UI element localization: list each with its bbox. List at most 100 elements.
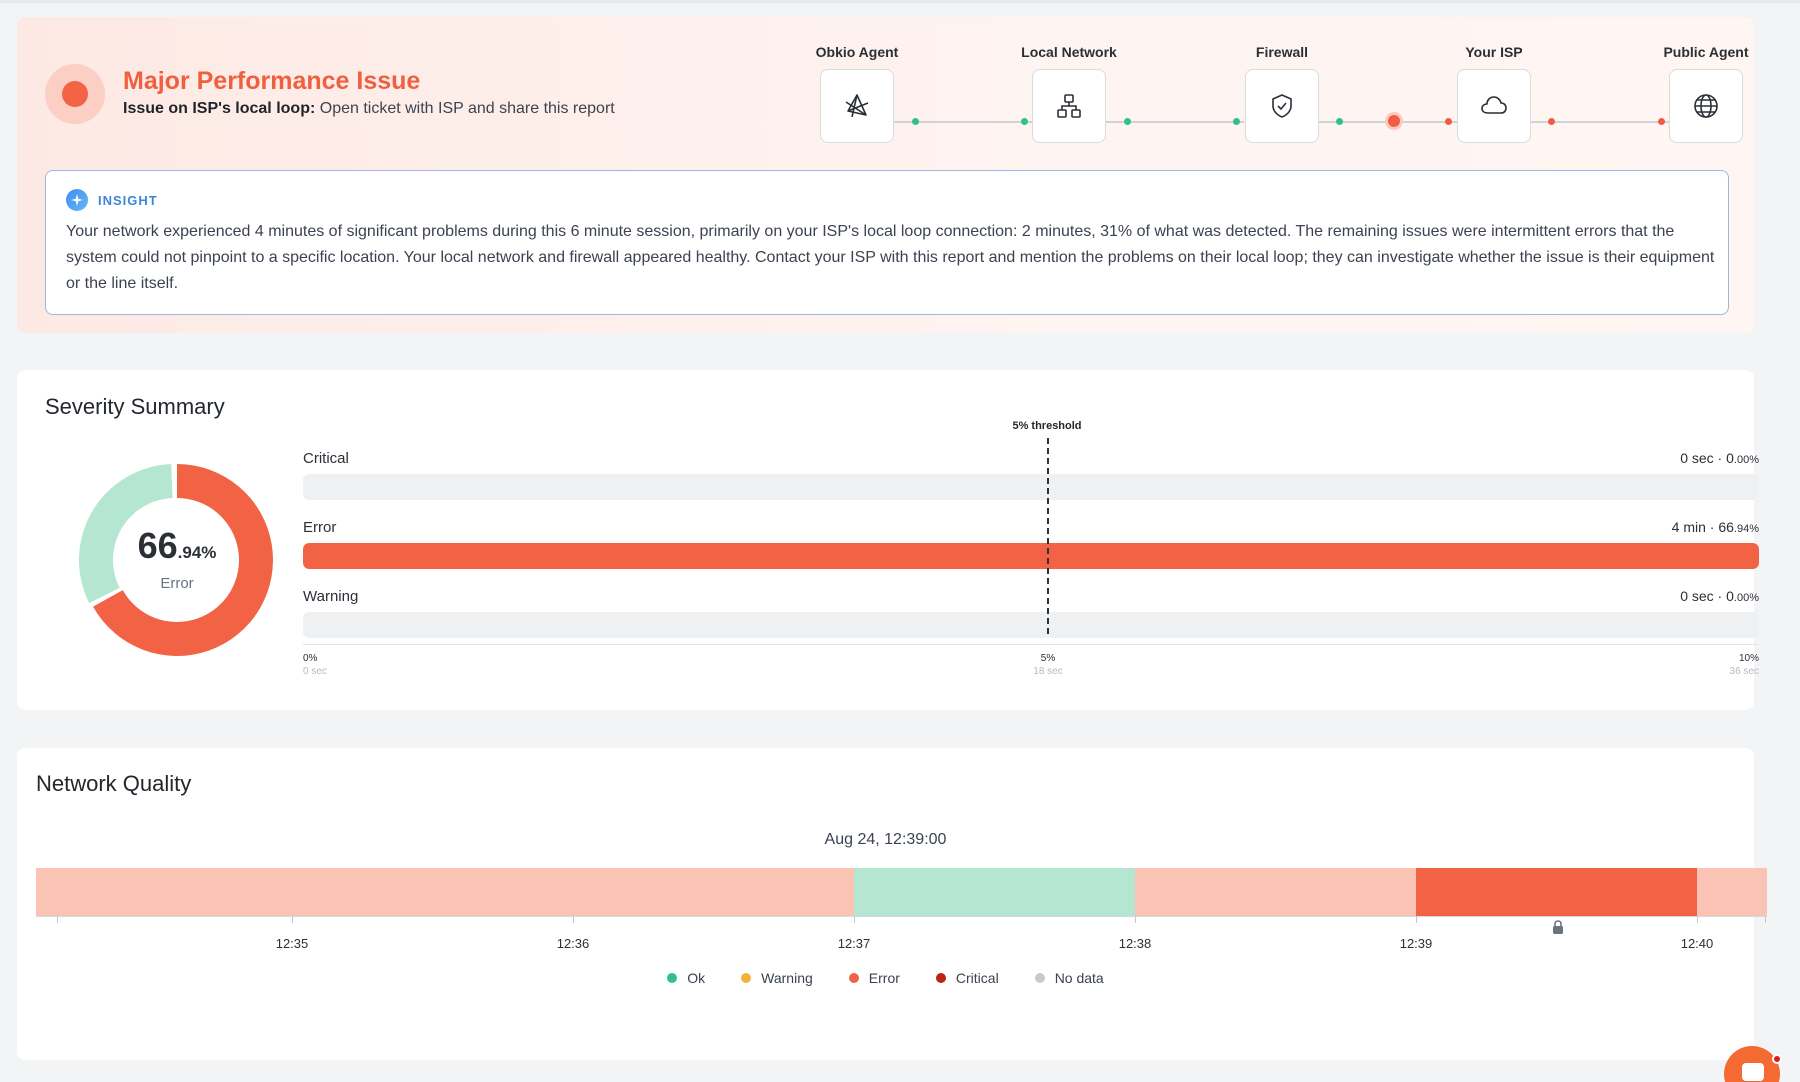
severity-row-pct-dec: .00%: [1733, 592, 1759, 604]
timeline-legend: Ok Warning Error Critical No data: [17, 970, 1754, 986]
timeline-segment-error-light[interactable]: [1135, 868, 1416, 916]
legend-label: Error: [868, 970, 900, 986]
link-isp-public: [1531, 121, 1669, 123]
legend-item-warning[interactable]: Warning: [741, 970, 813, 986]
severity-row-pct-int: 66: [1718, 519, 1734, 535]
timeline-segment-error-light[interactable]: [292, 868, 573, 916]
legend-dot: [667, 973, 678, 983]
network-icon: [1057, 94, 1081, 118]
donut-value: 66.94%: [67, 525, 287, 567]
axis-tick-time: 36 sec: [1729, 666, 1759, 677]
insight-box: INSIGHT Your network experienced 4 minut…: [45, 170, 1729, 315]
legend-label: Ok: [687, 970, 706, 986]
severity-row-duration: 0 sec: [1680, 450, 1714, 466]
axis-tick-pct: 5%: [1040, 653, 1056, 664]
timeline-segment-error-light[interactable]: [1697, 868, 1767, 916]
timeline-tick: [573, 916, 574, 923]
timeline-tick: [1135, 916, 1136, 923]
severity-row-duration: 0 sec: [1680, 588, 1714, 604]
donut-value-dec: .94%: [177, 543, 217, 562]
axis-tick-time: 0 sec: [303, 666, 327, 677]
legend-label: No data: [1054, 970, 1104, 986]
severity-row-stat: 0 sec · 0.00%: [1680, 588, 1759, 604]
axis-tick-pct: 10%: [1738, 653, 1759, 664]
severity-summary-title: Severity Summary: [45, 394, 225, 419]
link-dot-ok: [1021, 118, 1028, 125]
issue-title: Major Performance Issue: [123, 67, 421, 95]
legend-label: Critical: [955, 970, 999, 986]
link-dot-error: [1548, 118, 1555, 125]
hop-local-network[interactable]: Local Network: [1014, 39, 1124, 143]
status-dot: [62, 81, 88, 107]
timeline-tick-label: 12:35: [275, 936, 309, 951]
threshold-line: [1047, 438, 1049, 634]
agent-icon: [845, 94, 869, 118]
severity-row-sep: ·: [1713, 450, 1727, 466]
link-dot-ok: [1124, 118, 1131, 125]
status-indicator: [45, 64, 105, 124]
legend-item-ok[interactable]: Ok: [667, 970, 705, 986]
timeline-date: Aug 24, 12:39:00: [824, 831, 947, 848]
legend-dot: [741, 973, 752, 983]
timeline-segment-error-light[interactable]: [573, 868, 854, 916]
axis-tick-pct: 0%: [303, 653, 318, 664]
timeline-tick: [1697, 916, 1698, 923]
network-quality-title: Network Quality: [36, 771, 192, 796]
severity-row-pct-dec: .00%: [1733, 454, 1759, 466]
hop-icon-box[interactable]: [1245, 69, 1319, 143]
hop-label: Public Agent: [1663, 44, 1749, 60]
quality-timeline[interactable]: [36, 868, 1767, 916]
timeline-tick-label: 12:37: [837, 936, 871, 951]
timeline-tick-label: 12:40: [1680, 936, 1714, 951]
donut-ok-segment: [79, 464, 173, 604]
timeline-axis: [36, 916, 1767, 917]
severity-row-pct-int: 0: [1726, 588, 1734, 604]
timeline-tick-label: 12:36: [556, 936, 590, 951]
hop-label: Your ISP: [1465, 44, 1523, 60]
timeline-tick-label: 12:39: [1399, 936, 1433, 951]
legend-item-critical[interactable]: Critical: [935, 970, 999, 986]
severity-row-sep: ·: [1713, 588, 1727, 604]
chat-icon: [1742, 1063, 1764, 1081]
network-path: Obkio Agent Local Network: [802, 39, 1762, 169]
lock-icon[interactable]: [1552, 920, 1564, 940]
timeline-segment-error[interactable]: [1416, 868, 1697, 916]
chat-notification-badge: [1772, 1054, 1782, 1064]
hop-icon-box[interactable]: [820, 69, 894, 143]
timeline-tick-label: 12:38: [1118, 936, 1152, 951]
hop-icon-box[interactable]: [1032, 69, 1106, 143]
globe-icon: [1694, 94, 1718, 118]
issue-subtitle: Issue on ISP's local loop: Open ticket w…: [123, 100, 615, 118]
legend-item-no-data[interactable]: No data: [1034, 970, 1104, 986]
hop-icon-box[interactable]: [1669, 69, 1743, 143]
severity-bar-track: [303, 474, 1759, 500]
severity-row-sep: ·: [1705, 519, 1719, 535]
severity-row-pct-int: 0: [1726, 450, 1734, 466]
link-agent-local: [894, 121, 1032, 123]
hop-obkio-agent[interactable]: Obkio Agent: [802, 39, 912, 143]
severity-bars: 5% threshold Critical 0 sec · 0.00% Erro…: [303, 410, 1759, 700]
legend-dot: [1034, 973, 1045, 983]
timeline-segment-ok[interactable]: [854, 868, 1135, 916]
link-dot-ok: [1336, 118, 1343, 125]
severity-row-duration: 4 min: [1671, 519, 1706, 535]
hop-firewall[interactable]: Firewall: [1227, 39, 1337, 143]
timeline-tick: [1765, 916, 1766, 923]
axis-tick-time: 18 sec: [1033, 666, 1063, 677]
donut-chart: [79, 464, 274, 656]
link-dot-ok: [912, 118, 919, 125]
legend-item-error[interactable]: Error: [848, 970, 900, 986]
hop-label: Firewall: [1255, 44, 1309, 60]
problem-location-marker[interactable]: [1388, 115, 1400, 127]
timeline-tick: [292, 916, 293, 923]
insight-header: INSIGHT: [66, 189, 158, 211]
hop-public-agent[interactable]: Public Agent: [1651, 39, 1761, 143]
timeline-tick: [854, 916, 855, 923]
hop-icon-box[interactable]: [1457, 69, 1531, 143]
hop-your-isp[interactable]: Your ISP: [1439, 39, 1549, 143]
network-quality-card: Network Quality Aug 24, 12:39:00 Ok Warni…: [17, 748, 1767, 1060]
insight-text: Your network experienced 4 minutes of si…: [66, 223, 1715, 292]
top-border: [0, 0, 1800, 3]
timeline-segment-error-light[interactable]: [36, 868, 292, 916]
legend-label: Warning: [761, 970, 813, 986]
